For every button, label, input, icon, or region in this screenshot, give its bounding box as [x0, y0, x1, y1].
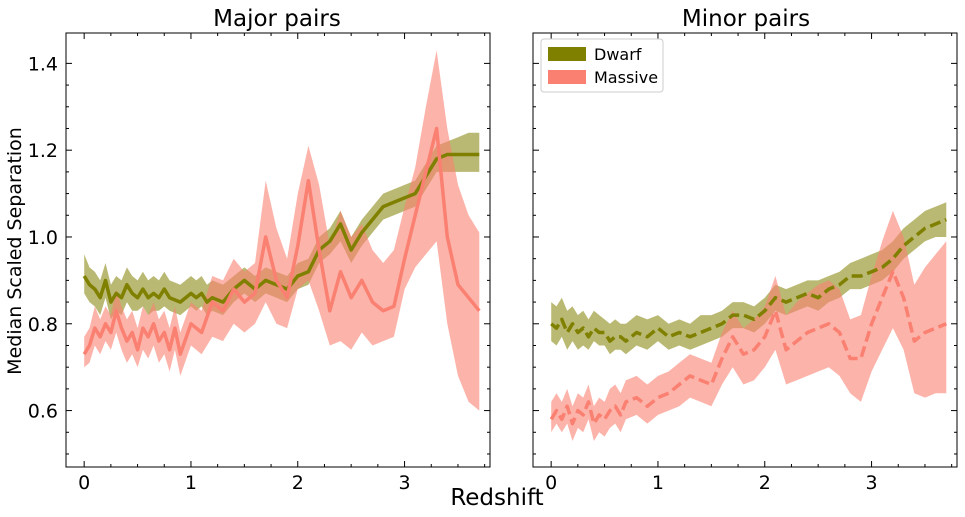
x-tick-label: 3 — [399, 472, 411, 494]
y-axis-label: Median Scaled Separation — [4, 127, 26, 375]
band-massive — [551, 210, 947, 441]
y-tick-label: 1.4 — [28, 53, 58, 75]
x-tick-label: 2 — [292, 472, 304, 494]
axes-frame — [65, 32, 491, 468]
legend-label-massive: Massive — [594, 68, 658, 87]
line-massive — [82, 126, 481, 356]
axes-frame — [532, 32, 958, 468]
x-tick-label: 3 — [866, 472, 878, 494]
legend-swatch-dwarf — [548, 47, 586, 61]
panel-title-minor-pairs: Minor pairs — [682, 6, 810, 32]
plot-area — [82, 50, 481, 411]
y-tick-label: 1.2 — [28, 140, 58, 162]
line-dwarf — [82, 152, 480, 304]
y-tick-label: 1.0 — [28, 227, 58, 249]
line-dwarf — [550, 217, 947, 343]
x-tick-label: 2 — [759, 472, 771, 494]
x-tick-label: 0 — [545, 472, 557, 494]
line-massive — [549, 269, 947, 426]
legend-swatch-massive — [548, 70, 586, 84]
plot-area — [549, 202, 947, 441]
y-tick-label: 0.6 — [28, 401, 58, 423]
legend-label-dwarf: Dwarf — [594, 45, 642, 64]
x-axis-label: Redshift — [450, 485, 543, 511]
y-tick-label: 0.8 — [28, 314, 58, 336]
panel-title-major-pairs: Major pairs — [213, 6, 341, 32]
x-tick-label: 1 — [652, 472, 664, 494]
x-tick-label: 0 — [78, 472, 90, 494]
legend: Dwarf Massive — [540, 38, 664, 93]
x-tick-label: 1 — [185, 472, 197, 494]
panel-major-pairs: Major pairs 0 1 2 3 0.6 0.8 1.0 1.2 1.4 — [28, 6, 491, 494]
band-massive — [84, 50, 480, 411]
panel-minor-pairs: Minor pairs 0 1 2 3 — [532, 6, 958, 494]
